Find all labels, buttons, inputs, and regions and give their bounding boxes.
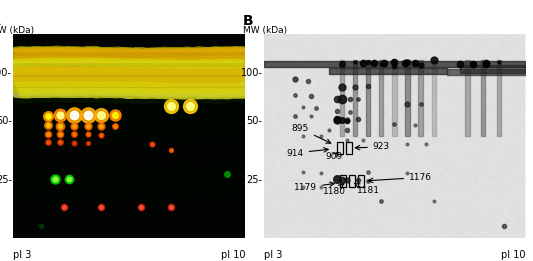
Text: 923: 923: [356, 143, 390, 151]
Text: 1180: 1180: [323, 184, 346, 195]
Text: B: B: [243, 14, 254, 28]
Text: MW (kDa): MW (kDa): [243, 26, 287, 35]
Text: 1176: 1176: [368, 173, 432, 183]
Text: MW (kDa): MW (kDa): [0, 26, 34, 35]
Text: 1179: 1179: [294, 182, 334, 192]
Text: 909: 909: [326, 152, 343, 161]
Bar: [346, 142, 352, 154]
Text: pI 3: pI 3: [264, 250, 282, 260]
Text: pI 3: pI 3: [13, 250, 31, 260]
Text: pI 10: pI 10: [221, 250, 245, 260]
Text: 1181: 1181: [354, 183, 380, 195]
Bar: [350, 175, 355, 187]
Text: 895: 895: [292, 124, 331, 143]
Bar: [337, 142, 343, 154]
Bar: [340, 175, 346, 187]
Text: A: A: [0, 14, 1, 28]
Bar: [358, 175, 364, 187]
Text: 914: 914: [287, 148, 328, 158]
Text: pI 10: pI 10: [500, 250, 525, 260]
